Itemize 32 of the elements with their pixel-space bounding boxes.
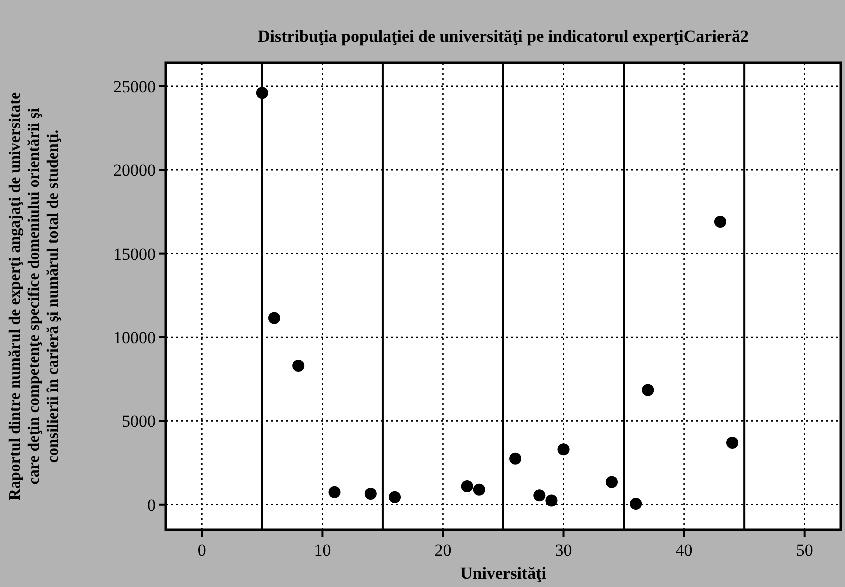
point: [389, 491, 402, 504]
chart-title: Distribuţia populaţiei de universităţi pe indicatorul experţiCarieră2: [258, 27, 750, 46]
y-tick-label: 25000: [114, 77, 156, 96]
point: [714, 216, 726, 228]
point: [292, 360, 305, 372]
point: [630, 498, 642, 510]
point: [606, 476, 618, 488]
point: [558, 444, 570, 456]
y-axis-title: Raportul dintre numărul de experţi angajaţi de universitate care deţin competenţe specifice domeniului orientării şi consilierii în carieră şi numărul total de studenţi.: [7, 92, 62, 501]
point: [328, 486, 341, 498]
y-tick-label: 10000: [114, 328, 156, 348]
point: [461, 480, 474, 492]
x-tick-label: 20: [434, 541, 452, 560]
y-tick-label: 0: [148, 496, 156, 515]
point: [546, 494, 558, 507]
point: [534, 490, 546, 502]
point: [268, 312, 280, 324]
point: [473, 484, 486, 496]
point: [642, 384, 654, 396]
y-tick-label: 20000: [114, 161, 156, 180]
y-tick-label: 5000: [122, 412, 156, 432]
point: [726, 436, 739, 449]
point: [510, 452, 522, 465]
x-tick-label: 40: [676, 541, 693, 560]
x-tick-label: 0: [198, 541, 206, 560]
x-axis-title: Universităţi: [460, 564, 547, 583]
x-tick-label: 50: [796, 541, 814, 560]
x-tick-label: 30: [555, 541, 572, 560]
y-tick-label: 15000: [114, 244, 156, 264]
x-tick-label: 10: [314, 541, 332, 560]
point: [256, 87, 268, 100]
point: [364, 488, 377, 500]
